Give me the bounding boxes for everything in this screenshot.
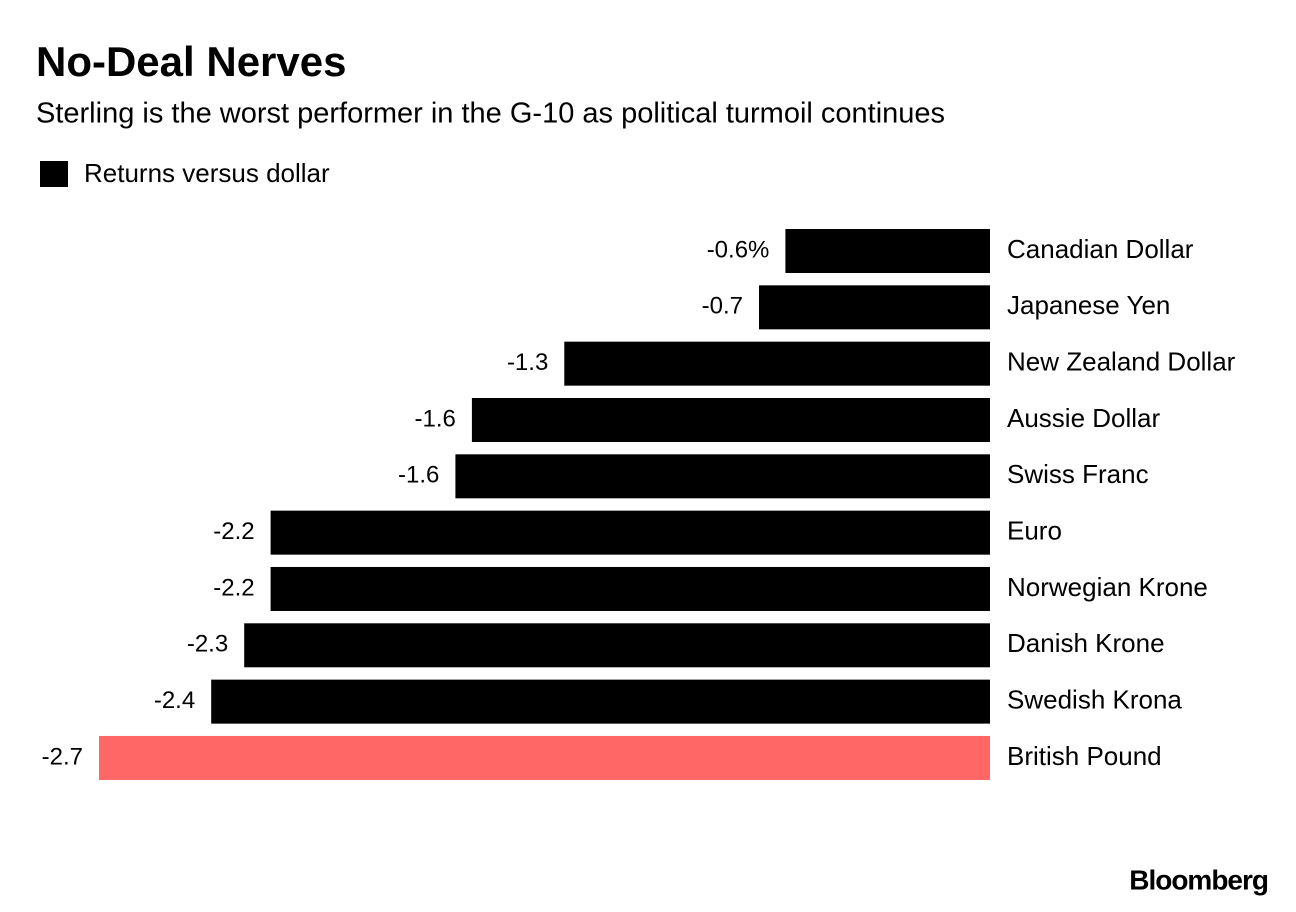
category-label: Aussie Dollar (1007, 403, 1161, 433)
category-label: British Pound (1007, 741, 1162, 771)
category-label: Swedish Krona (1007, 685, 1182, 715)
bar (759, 285, 990, 330)
category-label: Euro (1007, 516, 1062, 546)
bar (211, 679, 990, 724)
value-label: -2.3 (187, 631, 228, 658)
bar (270, 566, 991, 611)
value-label: -0.7 (702, 293, 743, 320)
category-label: Norwegian Krone (1007, 572, 1208, 602)
value-label: -2.2 (213, 518, 254, 545)
value-label: -0.6% (707, 236, 770, 263)
bar (455, 454, 990, 499)
bar (785, 229, 990, 273)
category-label: Japanese Yen (1007, 290, 1170, 320)
category-label: Danish Krone (1007, 628, 1165, 658)
legend-swatch (40, 161, 68, 187)
bar (99, 735, 990, 780)
value-label: -2.4 (154, 687, 195, 714)
value-label: -1.6 (398, 462, 439, 489)
value-label: -2.2 (213, 574, 254, 601)
bar (244, 623, 990, 668)
bar (270, 510, 991, 555)
category-label: Canadian Dollar (1007, 234, 1194, 264)
bar (471, 397, 990, 442)
value-label: -1.3 (507, 349, 548, 376)
value-label: -1.6 (415, 405, 456, 432)
bar (564, 341, 990, 386)
category-label: New Zealand Dollar (1007, 347, 1236, 377)
chart-subtitle: Sterling is the worst performer in the G… (36, 98, 945, 130)
legend-label: Returns versus dollar (84, 158, 330, 188)
source-logo: Bloomberg (1129, 864, 1268, 895)
chart-title: No-Deal Nerves (36, 38, 346, 85)
category-label: Swiss Franc (1007, 459, 1149, 489)
value-label: -2.7 (42, 743, 83, 770)
